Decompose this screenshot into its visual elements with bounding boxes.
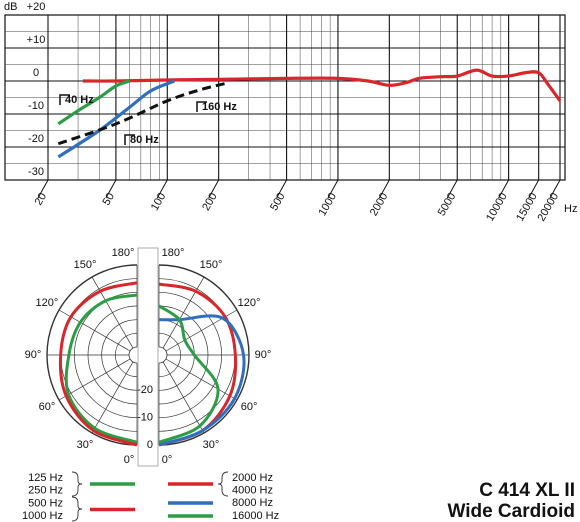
x-tick-label: 200 (200, 191, 220, 213)
y-tick-label: +20 (27, 1, 46, 13)
y-tick-label: -10 (28, 100, 44, 112)
angle-label: 0° (124, 454, 135, 466)
r-tick-label: -20 (137, 384, 153, 396)
legend-label: 1000 Hz (22, 510, 63, 522)
legend-label: 8000 Hz (232, 497, 273, 509)
x-tick-label: 20 (33, 191, 50, 208)
polar-spoke (162, 276, 205, 349)
y-tick-label: -30 (28, 166, 44, 178)
legend-label: 500 Hz (28, 497, 63, 509)
angle-label: 150° (200, 259, 223, 271)
x-tick (327, 179, 339, 199)
x-tick (276, 179, 288, 199)
response-curve (82, 68, 562, 102)
angle-label: 90° (25, 349, 42, 361)
legend-label: 125 Hz (28, 472, 63, 484)
y-tick-label: -20 (28, 133, 44, 145)
response-curve (57, 81, 230, 146)
polar-divider (137, 247, 159, 467)
x-tick (156, 179, 168, 199)
x-unit: Hz (564, 203, 577, 215)
x-tick-label: 20000 (535, 191, 561, 223)
polar-curve (158, 304, 220, 444)
x-tick (549, 179, 561, 199)
angle-label: 30° (77, 439, 94, 451)
x-tick-label: 5000 (436, 191, 459, 218)
x-tick (446, 179, 458, 199)
angle-label: 120° (238, 297, 261, 309)
x-tick-label: 1000 (316, 191, 339, 218)
y-tick-label: +10 (27, 34, 46, 46)
legend-braces (71, 471, 229, 522)
polar-curve (64, 293, 138, 444)
legend-label: 250 Hz (28, 484, 63, 496)
x-tick-label: 500 (268, 191, 288, 213)
x-tick (498, 179, 510, 199)
angle-label: 180° (112, 247, 135, 259)
legend-label: 2000 Hz (232, 472, 273, 484)
filter-label: 40 Hz (65, 94, 94, 106)
x-tick-label: 100 (149, 191, 169, 213)
angle-label: 90° (255, 349, 272, 361)
y-tick-label: 0 (33, 67, 39, 79)
polar-spoke (162, 361, 205, 434)
x-tick (37, 179, 49, 199)
label-corner (124, 134, 135, 145)
polar-spoke (91, 276, 134, 349)
r-tick-label: -10 (137, 412, 153, 424)
filter-label: 160 Hz (202, 101, 237, 113)
label-corner (196, 101, 207, 112)
response-curve (57, 79, 175, 159)
polar-spoke (58, 358, 131, 401)
model-name: C 414 XL II (479, 480, 575, 501)
x-tick (528, 179, 540, 199)
polar-curve (58, 281, 138, 447)
angle-label: 60° (39, 401, 56, 413)
x-tick-label: 2000 (368, 191, 391, 218)
x-tick-label: 50 (101, 191, 118, 208)
r-tick-label: 0 (147, 439, 153, 451)
x-tick (378, 179, 390, 199)
polar-spoke (165, 358, 238, 401)
response-curve (57, 79, 130, 126)
angle-label: 150° (74, 259, 97, 271)
angle-label: 180° (162, 247, 185, 259)
pattern-name: Wide Cardioid (447, 501, 575, 522)
label-corner (59, 94, 70, 105)
polar-spoke (91, 361, 134, 434)
legend-label: 16000 Hz (232, 510, 279, 522)
angle-label: 60° (241, 401, 258, 413)
filter-label: 80 Hz (130, 134, 159, 146)
angle-label: 30° (203, 439, 220, 451)
y-unit: dB (4, 1, 17, 13)
x-tick (208, 179, 220, 199)
angle-label: 120° (36, 297, 59, 309)
polar-hole (158, 346, 168, 364)
polar-hole (128, 346, 138, 364)
angle-label: 0° (162, 454, 173, 466)
x-tick-label: 10000 (484, 191, 510, 223)
x-tick (105, 179, 117, 199)
legend-label: 4000 Hz (232, 484, 273, 496)
